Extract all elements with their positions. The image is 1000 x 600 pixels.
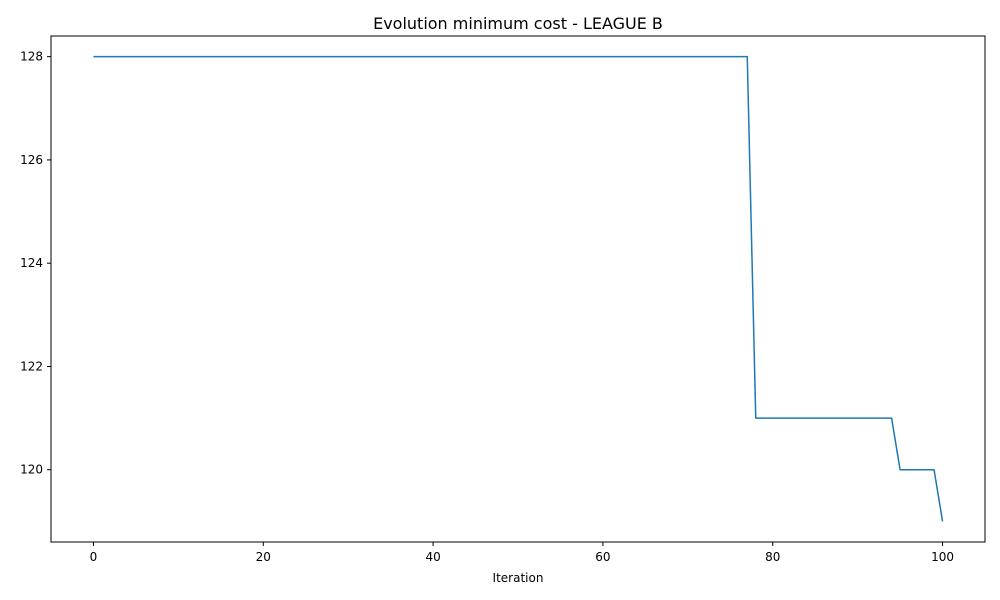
plot-area <box>93 55 944 522</box>
x-tick-label: 0 <box>90 550 98 564</box>
x-axis-label: Iteration <box>493 571 544 585</box>
y-tick-label: 120 <box>20 463 43 477</box>
chart-title: Evolution minimum cost - LEAGUE B <box>373 14 663 33</box>
x-tick-label: 80 <box>765 550 780 564</box>
x-tick-label: 20 <box>256 550 271 564</box>
y-tick-label: 126 <box>20 153 43 167</box>
x-tick-label: 100 <box>931 550 954 564</box>
y-tick-label: 122 <box>20 359 43 373</box>
y-tick-label: 128 <box>20 50 43 64</box>
y-axis: 120 122 124 126 128 <box>20 50 51 477</box>
series-line-0 <box>93 55 944 522</box>
x-tick-label: 60 <box>595 550 610 564</box>
x-axis: 0 20 40 60 80 100 <box>90 542 954 564</box>
x-tick-label: 40 <box>425 550 440 564</box>
plot-frame <box>50 35 986 543</box>
y-tick-label: 124 <box>20 256 43 270</box>
